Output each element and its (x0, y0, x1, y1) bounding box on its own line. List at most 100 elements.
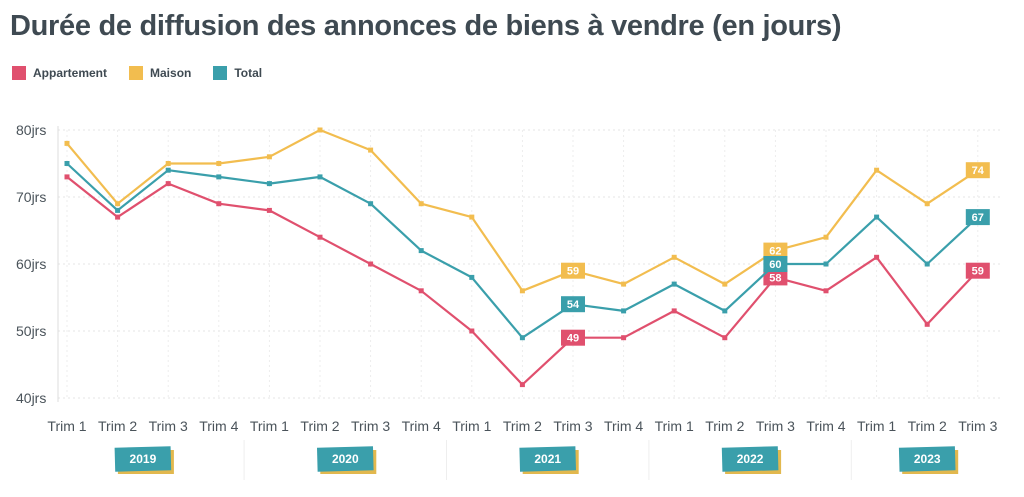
data-point-appartement (469, 328, 475, 334)
data-point-appartement (115, 214, 121, 220)
data-label-maison: 59 (567, 266, 579, 278)
data-point-total (418, 248, 424, 254)
data-point-total (671, 281, 677, 287)
x-tick-label: Trim 3 (351, 418, 390, 434)
legend-swatch-total (213, 66, 228, 80)
data-point-maison (165, 161, 171, 166)
y-tick-label: 50jrs (16, 323, 46, 339)
data-point-appartement (216, 201, 222, 207)
data-point-maison (722, 281, 728, 287)
year-badge-label: 2022 (737, 452, 764, 466)
year-badge (898, 446, 956, 472)
data-label-maison: 62 (769, 246, 781, 258)
legend: Appartement Maison Total (12, 66, 262, 80)
x-tick-label: Trim 4 (806, 418, 845, 434)
data-point-total (115, 207, 121, 213)
y-tick-label: 80jrs (16, 122, 46, 138)
data-point-total (317, 174, 323, 180)
x-tick-label: Trim 2 (98, 418, 137, 434)
data-point-total (722, 308, 728, 314)
x-tick-label: Trim 1 (857, 418, 896, 434)
data-point-appartement (924, 321, 930, 327)
x-tick-label: Trim 1 (250, 418, 289, 434)
data-point-appartement (519, 382, 525, 388)
data-label-bg-maison (965, 162, 990, 179)
x-tick-label: Trim 4 (604, 418, 643, 434)
data-point-appartement (64, 174, 70, 180)
legend-item-maison[interactable]: Maison (129, 66, 191, 80)
data-label-bg-total (561, 296, 585, 313)
data-point-maison (469, 214, 475, 220)
data-point-total (924, 261, 930, 267)
data-point-maison (874, 167, 880, 173)
data-point-total (469, 274, 475, 280)
data-point-maison (317, 127, 323, 133)
legend-swatch-maison (129, 66, 144, 80)
year-badge (114, 446, 172, 472)
legend-label-appartement: Appartement (33, 66, 108, 80)
data-label-appartement: 58 (769, 272, 781, 284)
data-point-total (823, 261, 829, 267)
data-point-appartement (874, 254, 880, 260)
legend-label-maison: Maison (150, 66, 192, 80)
data-label-appartement: 59 (972, 266, 984, 278)
data-point-maison (823, 234, 829, 240)
data-point-appartement (418, 288, 424, 294)
legend-swatch-appartement (12, 66, 26, 80)
x-tick-label: Trim 2 (705, 418, 744, 434)
data-point-total (64, 161, 70, 166)
year-badge-label: 2023 (914, 452, 941, 466)
x-tick-label: Trim 4 (199, 418, 238, 434)
data-point-appartement (722, 335, 728, 341)
data-point-appartement (368, 261, 374, 267)
year-badge-label: 2020 (332, 452, 359, 466)
data-label-bg-maison (763, 242, 788, 259)
x-tick-label: Trim 3 (958, 418, 997, 434)
data-point-maison (519, 288, 525, 294)
data-point-total (874, 214, 880, 220)
x-tick-label: Trim 3 (756, 418, 795, 434)
data-point-maison (924, 201, 930, 207)
data-label-bg-appartement (763, 269, 788, 286)
y-tick-label: 40jrs (16, 390, 46, 406)
year-badge (721, 446, 779, 472)
data-point-appartement (165, 181, 171, 187)
data-point-total (519, 335, 525, 341)
data-point-total (368, 201, 374, 207)
data-label-bg-maison (561, 262, 585, 279)
x-tick-label: Trim 1 (655, 418, 694, 434)
year-badge (519, 446, 577, 472)
data-point-maison (266, 154, 272, 160)
data-point-total (216, 174, 222, 180)
legend-item-appartement[interactable]: Appartement (12, 66, 107, 80)
data-label-bg-appartement (561, 329, 585, 346)
x-tick-label: Trim 2 (503, 418, 542, 434)
y-tick-label: 60jrs (16, 256, 46, 272)
data-point-total (266, 181, 272, 187)
legend-item-total[interactable]: Total (213, 66, 262, 80)
data-label-bg-appartement (965, 262, 990, 279)
x-tick-label: Trim 1 (452, 418, 491, 434)
data-point-appartement (266, 207, 272, 213)
data-label-bg-total (965, 209, 990, 226)
data-label-total: 67 (972, 212, 984, 224)
data-point-total (165, 167, 171, 173)
data-point-maison (115, 201, 121, 207)
data-point-appartement (671, 308, 677, 314)
x-tick-label: Trim 3 (553, 418, 592, 434)
data-label-bg-total (763, 256, 788, 272)
year-badge (316, 446, 374, 472)
data-point-maison (216, 161, 222, 166)
x-tick-label: Trim 3 (149, 418, 188, 434)
y-tick-label: 70jrs (16, 189, 46, 205)
year-badge-label: 2021 (534, 452, 561, 466)
data-point-maison (418, 201, 424, 207)
x-tick-label: Trim 1 (47, 418, 86, 434)
x-tick-label: Trim 2 (908, 418, 947, 434)
data-label-maison: 74 (972, 165, 985, 177)
data-point-maison (368, 147, 374, 153)
data-label-appartement: 49 (567, 333, 579, 345)
data-point-appartement (621, 335, 627, 341)
chart-title: Durée de diffusion des annonces de biens… (10, 10, 842, 42)
